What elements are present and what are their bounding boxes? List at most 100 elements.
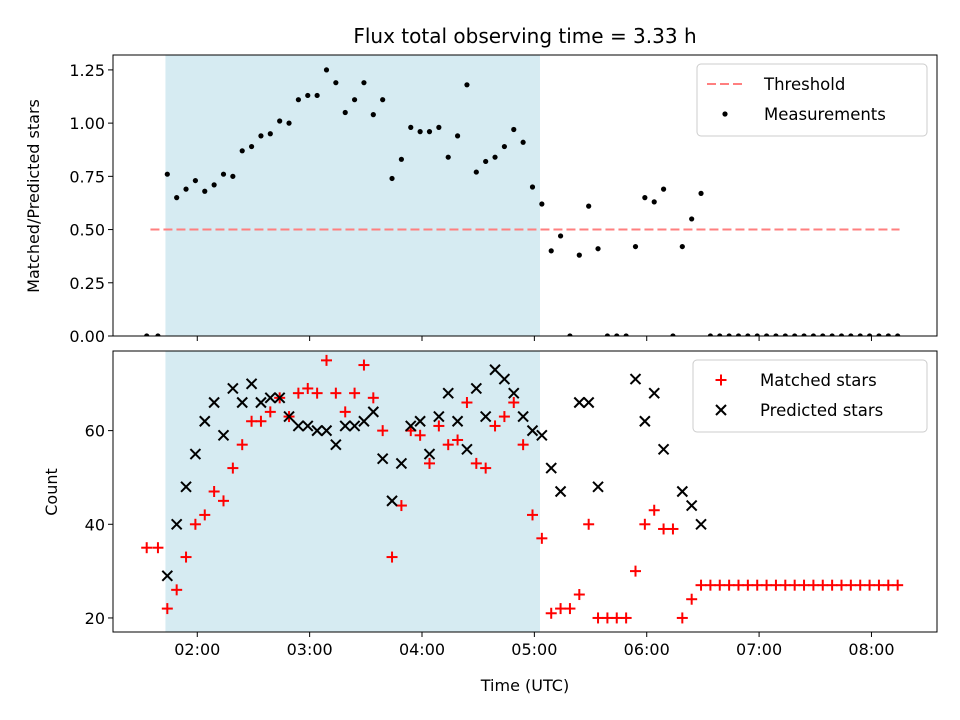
measurement-point [277,118,283,124]
matched-star-point [835,579,847,591]
matched-star-point [545,607,557,619]
matched-star-point [573,589,585,601]
measurement-point [286,120,292,126]
predicted-star-point [217,429,230,442]
measurement-point [829,333,835,336]
predicted-star-point [273,392,286,404]
measurement-point [810,333,816,336]
measurement-point [483,158,489,165]
matched-star-point [742,579,754,591]
measurement-point [848,333,854,336]
matched-star-point [751,579,763,591]
measurement-point [323,67,330,73]
matched-star-point [714,579,726,591]
matched-star-point [461,397,473,409]
predicted-star-point [255,396,267,409]
matched-star-point [217,495,229,507]
measurement-point [464,82,470,88]
matched-star-point [171,584,183,596]
matched-star-point [414,429,426,441]
matched-star-point [480,462,492,474]
matched-star-point [367,392,379,404]
measurement-point [398,156,404,162]
measurement-point [745,333,751,336]
measurement-point [604,333,610,336]
matched-star-point [686,593,698,605]
matched-star-point [592,612,604,624]
measurement-point [567,333,573,336]
predicted-star-point [639,415,651,427]
matched-star-point [892,579,904,591]
matched-star-point [320,354,332,366]
matched-star-point [789,579,801,591]
measurement-point [267,131,273,137]
measurement-point [773,333,779,336]
measurement-point [211,182,217,188]
measurement-point [445,154,451,160]
predicted-star-point [358,415,370,427]
measurement-point [876,333,882,336]
matched-star-point [583,518,595,530]
measurement-point [735,333,742,336]
predicted-star-point [508,387,520,399]
x-tick-label: 02:00 [174,640,220,659]
matched-star-point [208,486,220,497]
matched-star-point [246,415,258,427]
measurement-point [333,80,339,86]
matched-star-point [882,579,894,591]
y-tick-label: 40 [85,515,105,534]
matched-star-point [761,579,773,591]
measurement-point [679,243,685,250]
matched-star-point [854,579,866,591]
measurement-point [707,333,713,336]
predicted-star-point [498,373,511,385]
predicted-star-point [433,410,445,423]
measurement-point [689,216,695,222]
predicted-star-point [161,570,174,582]
measurement-point [426,129,433,135]
matched-star-point [236,439,248,451]
predicted-star-point [545,462,557,474]
matched-star-point [798,579,810,591]
matched-star-point [873,579,885,591]
measurement-point [885,333,891,336]
measurement-point [305,92,311,99]
data-points [141,354,904,624]
measurement-point [642,195,648,201]
measurement-point [342,109,348,116]
matched-star-point [339,406,351,418]
matched-star-point [826,579,838,591]
measurement-point [557,233,564,239]
matched-star-point [601,612,613,624]
predicted-star-point [629,373,642,385]
predicted-star-point [311,424,323,437]
y-tick-label: 0.50 [69,221,105,240]
axes-frame [112,54,938,337]
measurement-point [164,171,170,177]
measurement-point [586,203,592,209]
measurement-point [857,333,863,336]
matched-star-point [180,551,192,563]
matched-star-point [536,532,548,544]
predicted-star-point [405,420,417,432]
matched-star-point [442,439,454,451]
measurement-point [408,124,414,130]
measurement-point [248,143,255,150]
measurement-point [866,333,873,336]
predicted-star-point [657,443,670,456]
matched-star-point [648,504,660,516]
predicted-star-point [386,495,398,507]
measurement-point [314,92,320,99]
measurement-point [380,97,386,103]
measurement-point [202,188,208,194]
matched-star-point [695,579,707,591]
legend-swatch [722,111,728,117]
measurement-point [492,154,498,160]
measurement-point [838,333,845,336]
matched-star-point [864,579,876,591]
predicted-star-point [208,396,220,409]
predicted-star-point [170,518,183,530]
predicted-star-point [339,420,351,432]
matched-star-point [311,387,323,399]
